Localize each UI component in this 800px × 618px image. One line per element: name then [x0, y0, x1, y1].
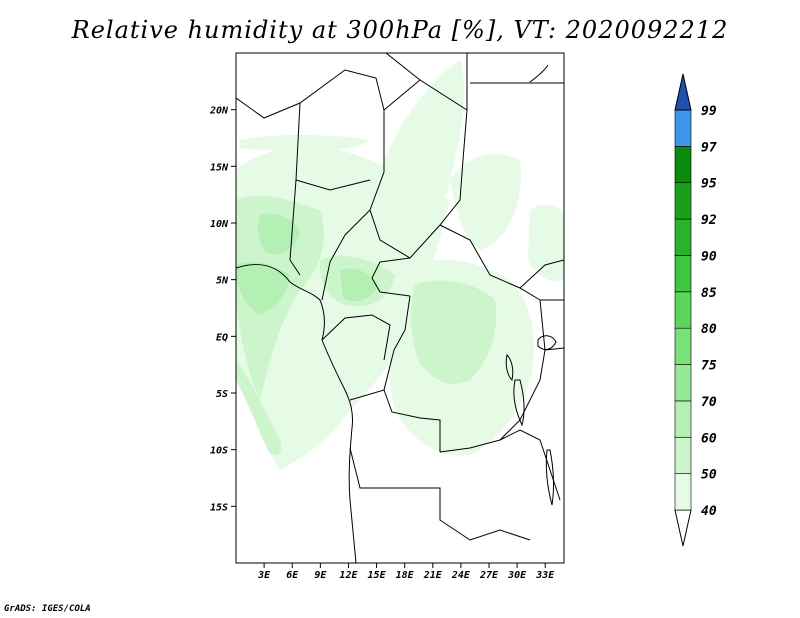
lat-tick-label: 5N — [216, 276, 229, 287]
colorbar-segment — [674, 400, 692, 438]
colorbar-segment — [674, 364, 692, 402]
colorbar-low-arrow — [674, 509, 692, 547]
lon-tick-label: 21E — [423, 570, 443, 581]
humidity-area-basin — [410, 280, 497, 384]
colorbar-segment — [674, 436, 692, 474]
lon-tick-label: 27E — [479, 570, 499, 581]
humidity-area-eastedge — [528, 204, 564, 282]
lon-tick-label: 33E — [535, 570, 555, 581]
colorbar-label: 40 — [701, 504, 717, 519]
lat-tick-label: 10N — [210, 219, 229, 230]
northern-borders — [236, 53, 468, 236]
humidity-area-plume — [236, 360, 282, 456]
lat-tick-label: EQ — [216, 332, 228, 343]
colorbar-label: 75 — [701, 359, 717, 374]
coastlines-and-borders — [236, 53, 564, 563]
colorbar-segment — [674, 146, 692, 184]
red-sea-coast — [529, 64, 549, 83]
lake-victoria — [537, 335, 557, 350]
lat-tick-label: 20N — [209, 106, 229, 117]
humidity-area-northeast — [450, 154, 521, 250]
colorbar-segment — [674, 182, 692, 220]
lat-tick-label: 15S — [210, 502, 228, 513]
lon-tick-label: 24E — [451, 570, 471, 581]
humidity-area-gulf — [236, 262, 290, 315]
colorbar-segment — [674, 255, 692, 293]
map-title: Relative humidity at 300hPa [%], VT: 202… — [71, 16, 729, 44]
lake-malawi — [545, 449, 554, 506]
lake-tanganyika — [513, 379, 525, 427]
colorbar-label: 99 — [701, 104, 717, 119]
colorbar-segment — [674, 327, 692, 365]
colorbar-segment — [674, 109, 692, 147]
credit-label: GrADS: IGES/COLA — [4, 604, 91, 614]
latitude-axis: 20N 15N 10N 5N EQ 5S 10S 15S — [209, 106, 236, 513]
lat-tick-label: 15N — [210, 162, 229, 173]
lon-tick-label: 3E — [257, 570, 271, 581]
colorbar-segment — [674, 218, 692, 256]
colorbar-label: 90 — [701, 249, 717, 264]
lon-tick-label: 15E — [368, 570, 387, 581]
congo-borders — [321, 295, 441, 452]
humidity-area-cameroon — [340, 268, 378, 302]
lon-tick-label: 12E — [339, 570, 358, 581]
colorbar-segment — [674, 291, 692, 329]
colorbar-segment — [674, 473, 692, 511]
humidity-area-band — [380, 60, 465, 260]
east-african-borders — [470, 82, 564, 441]
humidity-area-sahel — [240, 135, 370, 151]
central-borders — [289, 109, 546, 351]
lat-tick-label: 10S — [210, 446, 228, 457]
colorbar-high-arrow — [674, 73, 692, 111]
colorbar-label: 92 — [701, 213, 717, 228]
colorbar-label: 60 — [701, 431, 717, 446]
lon-tick-label: 18E — [396, 570, 415, 581]
colorbar-label: 97 — [701, 140, 717, 155]
colorbar: 40 50 60 70 75 80 85 90 92 95 97 99 — [674, 73, 717, 547]
lat-tick-label: 5S — [216, 389, 228, 400]
lake-kivu — [505, 353, 514, 382]
map-frame — [235, 52, 565, 564]
longitude-axis: 3E 6E 9E 12E 15E 18E 21E 24E 27E 30E 33E — [257, 563, 555, 581]
colorbar-label: 80 — [701, 322, 717, 337]
southern-borders — [349, 429, 561, 541]
humidity-shading — [236, 60, 564, 470]
lon-tick-label: 30E — [507, 570, 527, 581]
colorbar-label: 95 — [701, 177, 717, 192]
colorbar-label: 50 — [701, 468, 717, 483]
colorbar-label: 85 — [701, 286, 717, 301]
colorbar-label: 70 — [701, 395, 717, 410]
lon-tick-label: 9E — [314, 570, 327, 581]
humidity-area-nigeria — [257, 213, 300, 254]
west-african-coastline — [236, 264, 357, 563]
lon-tick-label: 6E — [286, 570, 299, 581]
